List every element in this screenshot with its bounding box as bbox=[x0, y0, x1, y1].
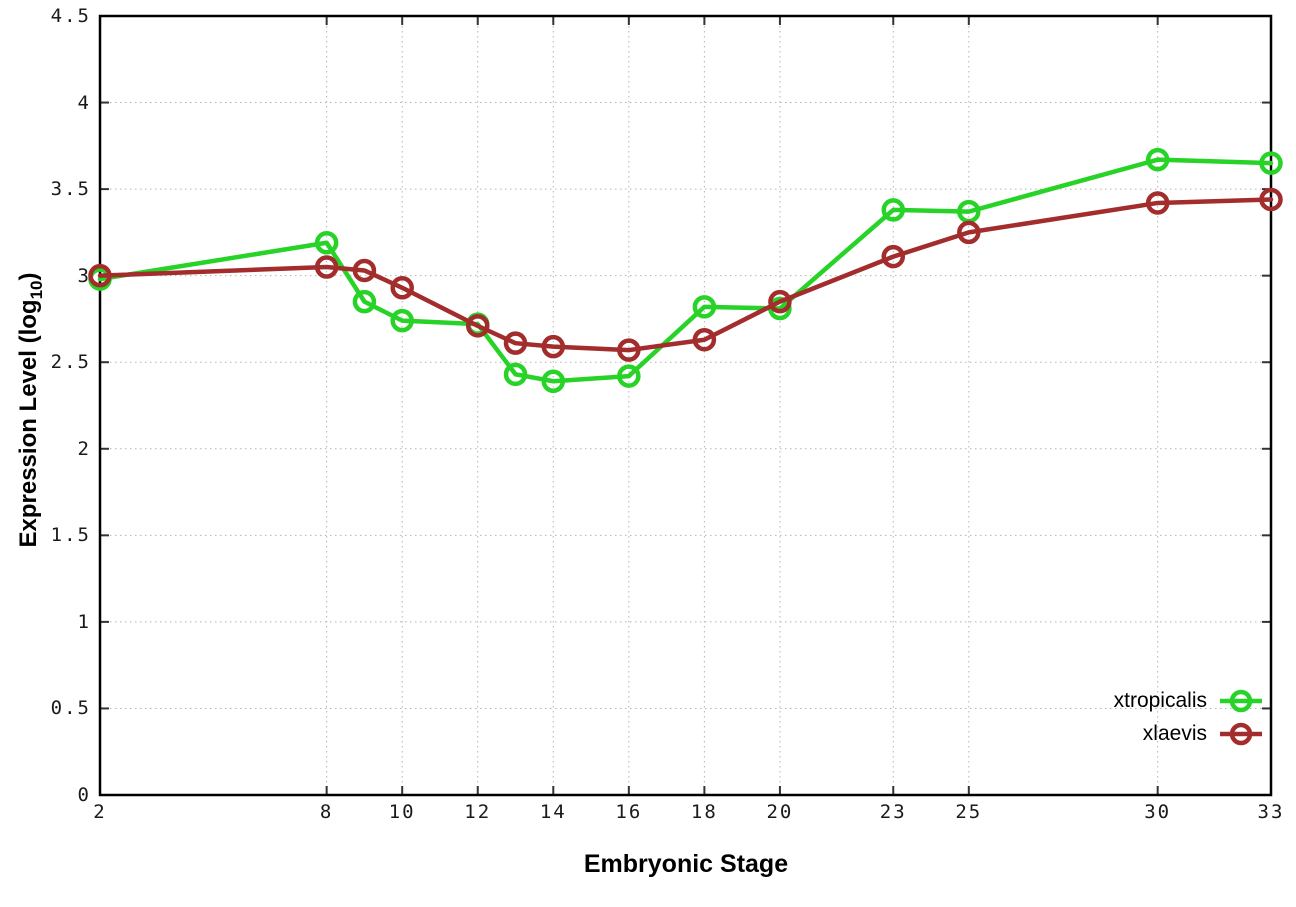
data-point-xlaevis-stage-2 bbox=[88, 263, 112, 288]
data-point-xlaevis-stage-16 bbox=[617, 338, 641, 362]
y-tick-label-4: 4 bbox=[77, 91, 91, 114]
data-point-xtropicalis-stage-16 bbox=[617, 364, 641, 388]
legend-label-xtropicalis: xtropicalis bbox=[1113, 688, 1207, 712]
x-tick-label-20: 20 bbox=[766, 801, 794, 823]
data-point-xlaevis-stage-8 bbox=[314, 255, 339, 279]
y-tick-label-0: 0 bbox=[77, 784, 91, 806]
x-tick-label-25: 25 bbox=[955, 801, 983, 823]
y-tick-label-2.5: 2.5 bbox=[50, 351, 91, 374]
data-point-xlaevis-stage-13 bbox=[503, 331, 528, 355]
data-point-xtropicalis-stage-23 bbox=[881, 198, 906, 222]
x-tick-label-23: 23 bbox=[879, 801, 907, 823]
legend-marker-xlaevis bbox=[1220, 722, 1262, 745]
data-point-xlaevis-stage-14 bbox=[541, 334, 566, 359]
x-tick-label-30: 30 bbox=[1144, 801, 1172, 823]
series-line-xlaevis bbox=[97, 197, 1274, 353]
x-tick-label-8: 8 bbox=[319, 801, 334, 823]
legend-label-xlaevis: xlaevis bbox=[1142, 721, 1207, 745]
legend-sample-circle-xlaevis bbox=[1229, 722, 1253, 745]
data-point-xtropicalis-stage-30 bbox=[1145, 147, 1170, 172]
data-point-xtropicalis-stage-13 bbox=[503, 362, 528, 387]
data-point-xtropicalis-stage-33 bbox=[1259, 151, 1283, 175]
y-tick-label-0.5: 0.5 bbox=[50, 697, 91, 720]
data-point-xlaevis-stage-10 bbox=[390, 276, 414, 300]
y-axis-title-subscript: 10 bbox=[26, 280, 46, 300]
data-point-xlaevis-stage-33 bbox=[1259, 187, 1283, 212]
x-tick-label-16: 16 bbox=[615, 801, 643, 823]
data-point-xlaevis-stage-30 bbox=[1145, 191, 1170, 215]
x-tick-label-2: 2 bbox=[93, 801, 107, 823]
x-tick-label-33: 33 bbox=[1257, 801, 1285, 823]
data-point-xlaevis-stage-18 bbox=[692, 327, 717, 352]
y-axis-title-suffix: ) bbox=[15, 272, 43, 281]
x-axis-title: Embryonic Stage bbox=[583, 850, 789, 878]
y-tick-label-4.5: 4.5 bbox=[50, 5, 91, 27]
data-point-xlaevis-stage-9 bbox=[352, 258, 377, 283]
data-point-xtropicalis-stage-18 bbox=[692, 295, 717, 319]
data-point-xtropicalis-stage-10 bbox=[390, 308, 414, 333]
data-point-xtropicalis-stage-9 bbox=[352, 289, 377, 314]
y-tick-label-1.5: 1.5 bbox=[50, 524, 91, 547]
legend-row-xtropicalis: xtropicalis bbox=[1114, 684, 1262, 717]
data-point-xtropicalis-stage-8 bbox=[314, 231, 339, 255]
y-axis-title-text: Expression Level (log bbox=[15, 299, 43, 548]
y-axis-title: Expression Level (log10) bbox=[15, 273, 47, 548]
series-line-xtropicalis bbox=[97, 157, 1274, 384]
y-tick-label-2: 2 bbox=[77, 437, 91, 460]
data-point-xlaevis-stage-20 bbox=[768, 289, 792, 314]
y-tick-label-1: 1 bbox=[77, 610, 91, 633]
plot-border bbox=[98, 14, 1273, 797]
y-tick-label-3: 3 bbox=[77, 264, 91, 287]
legend-sample-circle-xtropicalis bbox=[1229, 689, 1253, 712]
y-tick-label-3.5: 3.5 bbox=[50, 178, 91, 201]
data-point-xlaevis-stage-25 bbox=[957, 220, 981, 245]
data-point-xtropicalis-stage-14 bbox=[541, 369, 566, 394]
legend: xtropicalis xlaevis bbox=[1114, 684, 1262, 750]
x-tick-label-10: 10 bbox=[388, 801, 416, 823]
data-point-xlaevis-stage-23 bbox=[881, 244, 906, 269]
legend-marker-xtropicalis bbox=[1220, 689, 1262, 712]
x-tick-label-14: 14 bbox=[539, 801, 567, 823]
data-point-xlaevis-stage-12 bbox=[465, 314, 490, 338]
x-tick-label-12: 12 bbox=[464, 801, 492, 823]
x-tick-label-18: 18 bbox=[690, 801, 718, 823]
legend-row-xlaevis: xlaevis bbox=[1114, 717, 1262, 750]
